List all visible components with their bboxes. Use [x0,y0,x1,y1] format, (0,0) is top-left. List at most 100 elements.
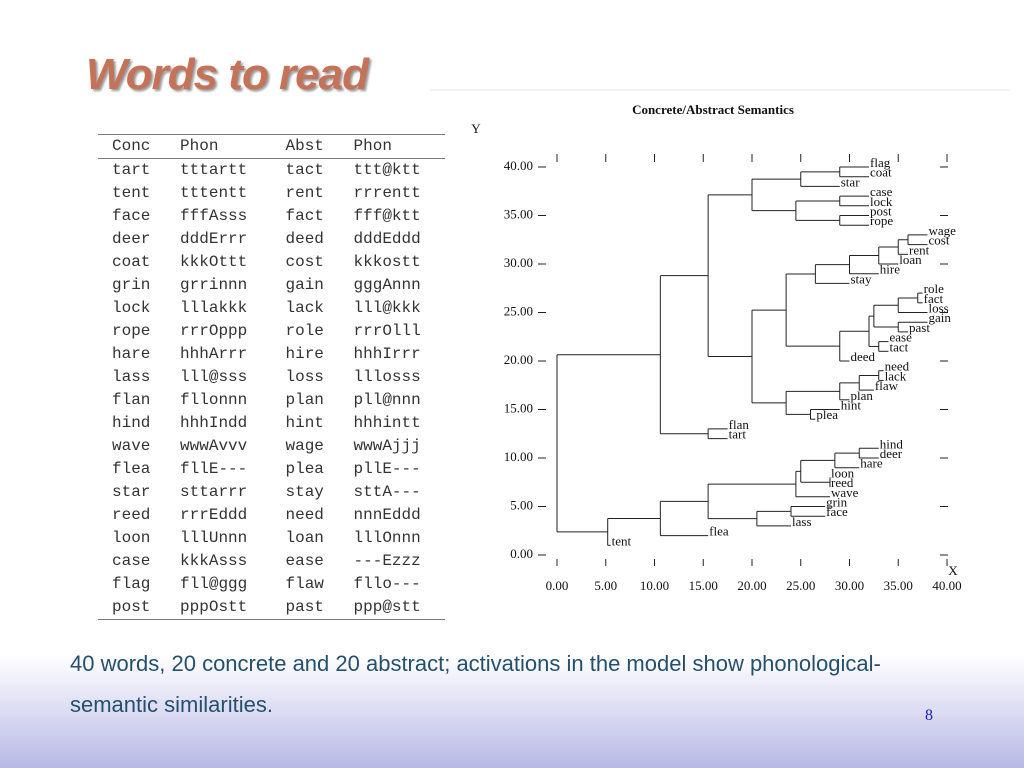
leaf-label: wage [929,223,957,238]
table-cell: hhhintt [353,414,421,432]
leaf-label: plea [816,407,838,422]
table-cell: pppOstt [180,598,248,616]
table-cell: tart [112,161,151,179]
table-cell: nnnEddd [353,506,421,524]
table-cell: flag [112,575,151,593]
leaf-label: tent [612,533,632,548]
table-cell: tttartt [180,161,248,179]
x-tick-label: 40.00 [932,578,961,593]
page-number: 8 [925,707,933,724]
leaf-label: deed [851,349,876,364]
leaf-label: gain [929,310,952,325]
table-cell: wave [112,437,151,455]
table-cell: wage [285,437,324,455]
leaf-label: coat [870,165,892,180]
table-cell: sttA--- [353,483,421,501]
table-cell: lllakkk [180,299,248,317]
leaf-label: past [909,320,930,335]
table-row: tent tttentt rent rrrentt [98,182,445,205]
table-row: post pppOstt past ppp@stt [98,596,445,620]
table-header: Conc Phon Abst Phon [98,134,445,159]
y-tick-label: 40.00 [504,158,533,173]
leaf-label: loss [929,300,949,315]
table-row: reed rrrEddd need nnnEddd [98,504,445,527]
column-header: Phon [180,137,219,155]
table-cell: fllE--- [180,460,248,478]
y-tick-label: 35.00 [504,206,533,221]
table-cell: kkkostt [353,253,421,271]
table-row: flag fll@ggg flaw fllo--- [98,573,445,596]
table-cell: fact [285,207,324,225]
table-cell: deer [112,230,151,248]
table-cell: past [285,598,324,616]
table-cell: hire [285,345,324,363]
leaf-label: loon [831,465,855,480]
x-tick-label: 10.00 [640,578,669,593]
table-cell: rrrentt [353,184,421,202]
table-cell: hind [112,414,151,432]
table-row: tart tttartt tact ttt@ktt [98,159,445,183]
y-tick-label: 5.00 [510,497,533,512]
leaf-label: flea [709,524,729,539]
table-cell: plan [285,391,324,409]
caption: 40 words, 20 concrete and 20 abstract; a… [70,651,881,717]
table-cell: dddEddd [353,230,421,248]
table-cell: dddErrr [180,230,248,248]
y-tick-label: 30.00 [504,255,533,270]
table-cell: cost [285,253,324,271]
table-cell: ease [285,552,324,570]
y-tick-label: 25.00 [504,303,533,318]
leaf-label: hint [841,397,862,412]
table-row: flea fllE--- plea pllE--- [98,458,445,481]
leaf-label: cost [929,233,950,248]
table-row: hare hhhArrr hire hhhIrrr [98,343,445,366]
table-cell: lock [112,299,151,317]
x-tick-label: 20.00 [737,578,766,593]
table-cell: tent [112,184,151,202]
leaf-label: loan [899,252,922,267]
table-cell: lllosss [353,368,421,386]
table-cell: lll@kkk [353,299,421,317]
table-row: loon lllUnnn loan lllOnnn [98,527,445,550]
table-cell: hint [285,414,324,432]
leaf-label: fact [924,291,944,306]
table-cell: rope [112,322,151,340]
table-row: star sttarrr stay sttA--- [98,481,445,504]
leaf-label: role [924,281,944,296]
x-tick-label: 35.00 [884,578,913,593]
table-cell: flan [112,391,151,409]
table-cell: rent [285,184,324,202]
table-row: rope rrrOppp role rrrOlll [98,320,445,343]
x-tick-label: 0.00 [546,578,569,593]
table-cell: lllUnnn [180,529,248,547]
leaf-label: lass [792,514,812,529]
table-cell: fllo--- [353,575,421,593]
table-cell: flaw [285,575,324,593]
leaf-label: post [870,203,892,218]
table-cell: wwwAvvv [180,437,248,455]
table-cell: role [285,322,324,340]
table-row: lock lllakkk lack lll@kkk [98,297,445,320]
leaf-label: flan [729,417,750,432]
table-row: deer dddErrr deed dddEddd [98,228,445,251]
table-cell: fll@ggg [180,575,248,593]
leaf-label: need [885,359,910,374]
table-row: wave wwwAvvv wage wwwAjjj [98,435,445,458]
leaf-label: case [870,184,893,199]
leaf-label: flag [870,155,891,170]
table-cell: hhhArrr [180,345,248,363]
slide-title: Words to read [86,50,369,99]
leaf-label: tart [729,427,747,442]
table-cell: rrrOlll [353,322,421,340]
leaf-label: deer [880,446,903,461]
leaf-label: grin [826,494,847,509]
table-row: flan fllonnn plan pll@nnn [98,389,445,412]
table-cell: wwwAjjj [353,437,421,455]
word-table: Conc Phon Abst Phon tart tttartt tact ttt@ktt t… [98,134,445,620]
table-cell: sttarrr [180,483,248,501]
table-cell: ttt@ktt [353,161,421,179]
table-cell: plea [285,460,324,478]
table-cell: loon [112,529,151,547]
x-tick-label: 30.00 [835,578,864,593]
